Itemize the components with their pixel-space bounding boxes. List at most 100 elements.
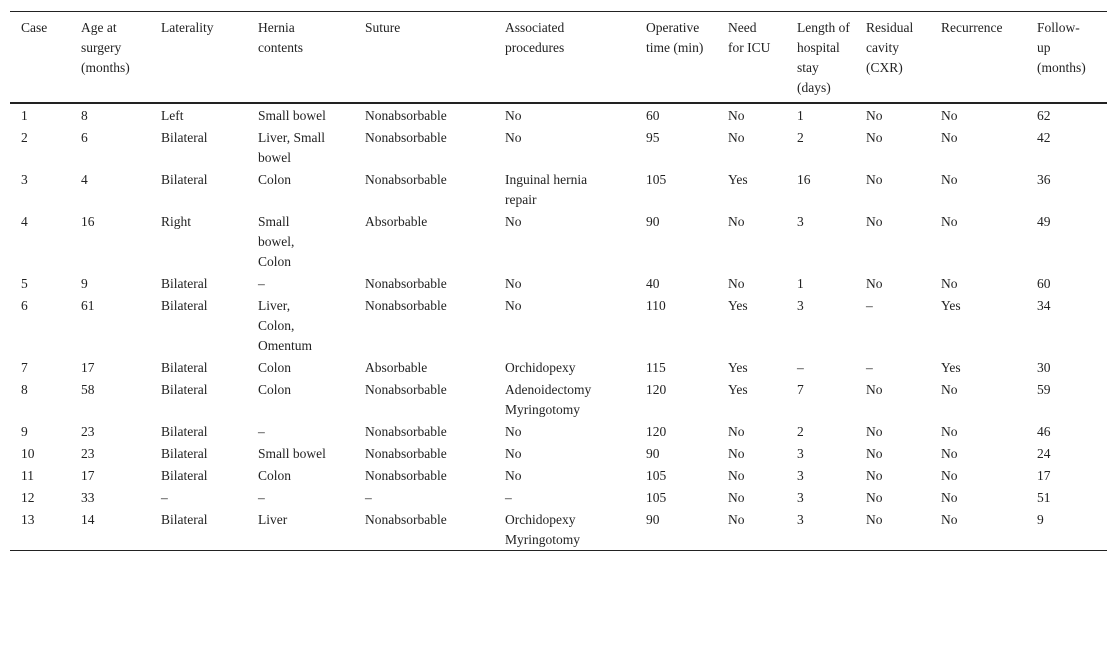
header-cell: Operative time (min) [646, 20, 704, 55]
table-cell: 60 [646, 108, 660, 123]
table-cell: 40 [646, 276, 660, 291]
table-cell: 60 [1037, 276, 1051, 291]
table-row: 7 17 Bilateral Colon Absorbable Orchidopexy 11… [10, 356, 1107, 378]
table-cell: No [728, 214, 745, 229]
table-cell: 3 [21, 172, 28, 187]
table-cell: 51 [1037, 490, 1051, 505]
table-cell: Nonabsorbable [365, 446, 447, 461]
table-cell: Nonabsorbable [365, 172, 447, 187]
table-cell: 2 [21, 130, 28, 145]
table-cell: 17 [1037, 468, 1051, 483]
table-row: 11 17 Bilateral Colon Nonabsorbable No 105 No 3 N… [10, 464, 1107, 486]
table-cell: 34 [1037, 298, 1051, 313]
table-cell: 7 [797, 382, 804, 397]
table-cell: Yes [941, 360, 961, 375]
header-cell: Associated procedures [505, 20, 565, 55]
table-cell: Bilateral [161, 130, 208, 145]
table-cell: Small bowel [258, 108, 326, 123]
table-cell: Yes [728, 298, 748, 313]
table-cell: 90 [646, 214, 660, 229]
table-cell: No [941, 490, 958, 505]
header-cell: Age at surgery (months) [81, 20, 130, 75]
table-cell: Bilateral [161, 446, 208, 461]
table-row: 10 23 Bilateral Small bowel Nonabsorbable No 9… [10, 442, 1107, 464]
table-cell: 6 [81, 130, 88, 145]
table-cell: 3 [797, 214, 804, 229]
table-cell: 9 [1037, 512, 1044, 527]
table-cell: Small bowel [258, 446, 326, 461]
header-cell: Recurrence [941, 20, 1003, 35]
table-cell: Nonabsorbable [365, 468, 447, 483]
table-cell: – [797, 360, 804, 375]
table-cell: Small bowel, Colon [258, 214, 295, 269]
table-cell: 12 [21, 490, 35, 505]
table-cell: 33 [81, 490, 95, 505]
table-cell: No [866, 490, 883, 505]
table-cell: No [505, 214, 522, 229]
table-cell: Colon [258, 172, 292, 187]
table-cell: 49 [1037, 214, 1051, 229]
table-cell: 2 [797, 424, 804, 439]
table-cell: No [866, 446, 883, 461]
table-cell: 120 [646, 382, 667, 397]
table-cell: 3 [797, 446, 804, 461]
table-row: 6 61 Bilateral Liver, Colon, Omentum Nonabso… [10, 294, 1107, 356]
table-cell: 120 [646, 424, 667, 439]
table-cell: Bilateral [161, 424, 208, 439]
header-cell: Hernia contents [258, 20, 303, 55]
table-cell: 3 [797, 490, 804, 505]
table-cell: No [941, 172, 958, 187]
header-cell: Suture [365, 20, 401, 35]
table-cell: 10 [21, 446, 35, 461]
table-cell: 5 [21, 276, 28, 291]
table-cell: Nonabsorbable [365, 130, 447, 145]
table-cell: 11 [21, 468, 34, 483]
table-header: Case Age at surgery (months) Laterality Her… [10, 11, 1107, 103]
table-cell: No [505, 468, 522, 483]
table-cell: – [161, 490, 168, 505]
table-row: 4 16 Right Small bowel, Colon Absorbable No 90… [10, 210, 1107, 272]
table-cell: 23 [81, 446, 95, 461]
table-cell: 42 [1037, 130, 1051, 145]
table-cell: Yes [941, 298, 961, 313]
table-cell: No [941, 276, 958, 291]
table-cell: 7 [21, 360, 28, 375]
table-cell: No [728, 512, 745, 527]
table-cell: Nonabsorbable [365, 512, 447, 527]
table-cell: No [728, 446, 745, 461]
table-cell: 90 [646, 446, 660, 461]
table-cell: 110 [646, 298, 666, 313]
table-cell: Right [161, 214, 192, 229]
table-cell: 3 [797, 298, 804, 313]
table-cell: – [866, 360, 873, 375]
table-cell: 8 [81, 108, 88, 123]
header-cell: Residual cavity (CXR) [866, 20, 914, 75]
table-cell: 105 [646, 490, 667, 505]
table-cell: 8 [21, 382, 28, 397]
table-cell: No [941, 130, 958, 145]
table-cell: No [728, 424, 745, 439]
table-cell: Yes [728, 360, 748, 375]
table-cell: Nonabsorbable [365, 298, 447, 313]
table-cell: No [505, 276, 522, 291]
header-row: Case Age at surgery (months) Laterality Her… [10, 11, 1107, 103]
table-cell: 9 [81, 276, 88, 291]
table-row: 5 9 Bilateral – Nonabsorbable No 40 No 1 No No 60 [10, 272, 1107, 294]
table-cell: 95 [646, 130, 660, 145]
table-cell: Nonabsorbable [365, 424, 447, 439]
table-cell: 24 [1037, 446, 1051, 461]
table-cell: 23 [81, 424, 95, 439]
table-cell: 46 [1037, 424, 1051, 439]
table-row: 1 8 Left Small bowel Nonabsorbable No 60 No 1 No N… [10, 103, 1107, 126]
table-cell: No [866, 108, 883, 123]
table-cell: Nonabsorbable [365, 108, 447, 123]
table-row: 12 33 – – – – 105 No 3 No No 51 [10, 486, 1107, 508]
table-cell: 59 [1037, 382, 1051, 397]
table-cell: No [941, 214, 958, 229]
table-cell: 58 [81, 382, 95, 397]
table-cell: – [258, 424, 265, 439]
header-cell: Case [21, 20, 48, 35]
table-cell: No [941, 424, 958, 439]
table-cell: 14 [81, 512, 95, 527]
